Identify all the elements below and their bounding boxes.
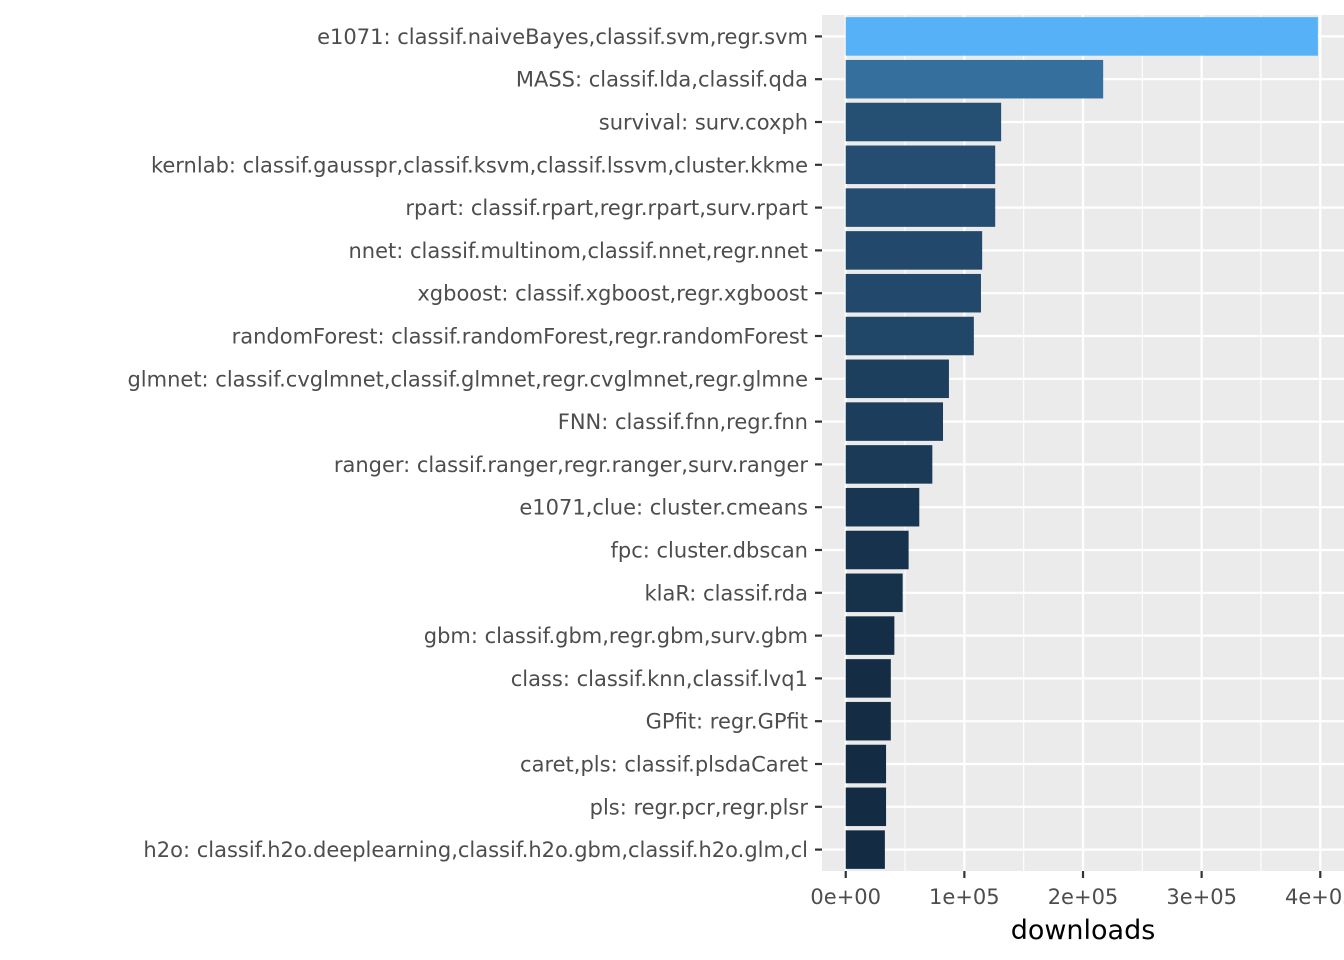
x-tick-label: 4e+05 bbox=[1285, 885, 1344, 909]
x-tick-label: 3e+05 bbox=[1166, 885, 1237, 909]
category-label: h2o: classif.h2o.deeplearning,classif.h2… bbox=[143, 838, 808, 862]
bar bbox=[845, 573, 903, 613]
category-label: gbm: classif.gbm,regr.gbm,surv.gbm bbox=[424, 624, 808, 648]
category-label: pls: regr.pcr,regr.plsr bbox=[590, 795, 809, 819]
bar bbox=[845, 616, 895, 655]
x-axis-title: downloads bbox=[1011, 915, 1156, 946]
category-label: e1071,clue: cluster.cmeans bbox=[519, 496, 808, 520]
bar bbox=[845, 402, 944, 441]
category-label: randomForest: classif.randomForest,regr.… bbox=[232, 325, 808, 349]
bar bbox=[845, 530, 909, 570]
category-label: glmnet: classif.cvglmnet,classif.glmnet,… bbox=[127, 367, 808, 391]
bar bbox=[845, 744, 887, 784]
bar bbox=[845, 316, 974, 356]
category-label: FNN: classif.fnn,regr.fnn bbox=[558, 410, 808, 434]
x-tick-label: 1e+05 bbox=[929, 885, 1000, 909]
bar bbox=[845, 487, 920, 527]
bar bbox=[845, 830, 885, 869]
bar bbox=[845, 445, 933, 484]
category-label: ranger: classif.ranger,regr.ranger,surv.… bbox=[334, 453, 809, 477]
x-tick-label: 2e+05 bbox=[1048, 885, 1119, 909]
x-tick-label: 0e+00 bbox=[810, 885, 881, 909]
category-label: klaR: classif.rda bbox=[644, 581, 808, 605]
bar bbox=[845, 188, 996, 227]
category-label: survival: surv.coxph bbox=[599, 111, 808, 135]
category-label: MASS: classif.lda,classif.qda bbox=[516, 68, 808, 92]
category-label: fpc: cluster.dbscan bbox=[610, 539, 808, 563]
category-label: kernlab: classif.gausspr,classif.ksvm,cl… bbox=[151, 153, 808, 177]
bar bbox=[845, 273, 981, 313]
bar bbox=[845, 17, 1318, 56]
category-label: GPfit: regr.GPfit bbox=[646, 710, 808, 734]
bar bbox=[845, 787, 887, 827]
bar bbox=[845, 701, 891, 741]
bars bbox=[845, 17, 1318, 869]
bar bbox=[845, 102, 1002, 142]
x-axis: 0e+00 1e+05 2e+05 3e+05 4e+05 bbox=[810, 871, 1344, 909]
category-label: nnet: classif.multinom,classif.nnet,regr… bbox=[348, 239, 808, 263]
category-label: class: classif.knn,classif.lvq1 bbox=[511, 667, 808, 691]
bar bbox=[845, 145, 996, 185]
bar bbox=[845, 231, 983, 270]
category-label: e1071: classif.naiveBayes,classif.svm,re… bbox=[317, 25, 808, 49]
bar bbox=[845, 659, 891, 698]
bar bbox=[845, 59, 1104, 99]
y-axis: e1071: classif.naiveBayes,classif.svm,re… bbox=[127, 25, 822, 862]
bar bbox=[845, 359, 949, 399]
category-label: xgboost: classif.xgboost,regr.xgboost bbox=[417, 282, 808, 306]
category-label: caret,pls: classif.plsdaCaret bbox=[520, 753, 808, 777]
category-label: rpart: classif.rpart,regr.rpart,surv.rpa… bbox=[405, 196, 808, 220]
